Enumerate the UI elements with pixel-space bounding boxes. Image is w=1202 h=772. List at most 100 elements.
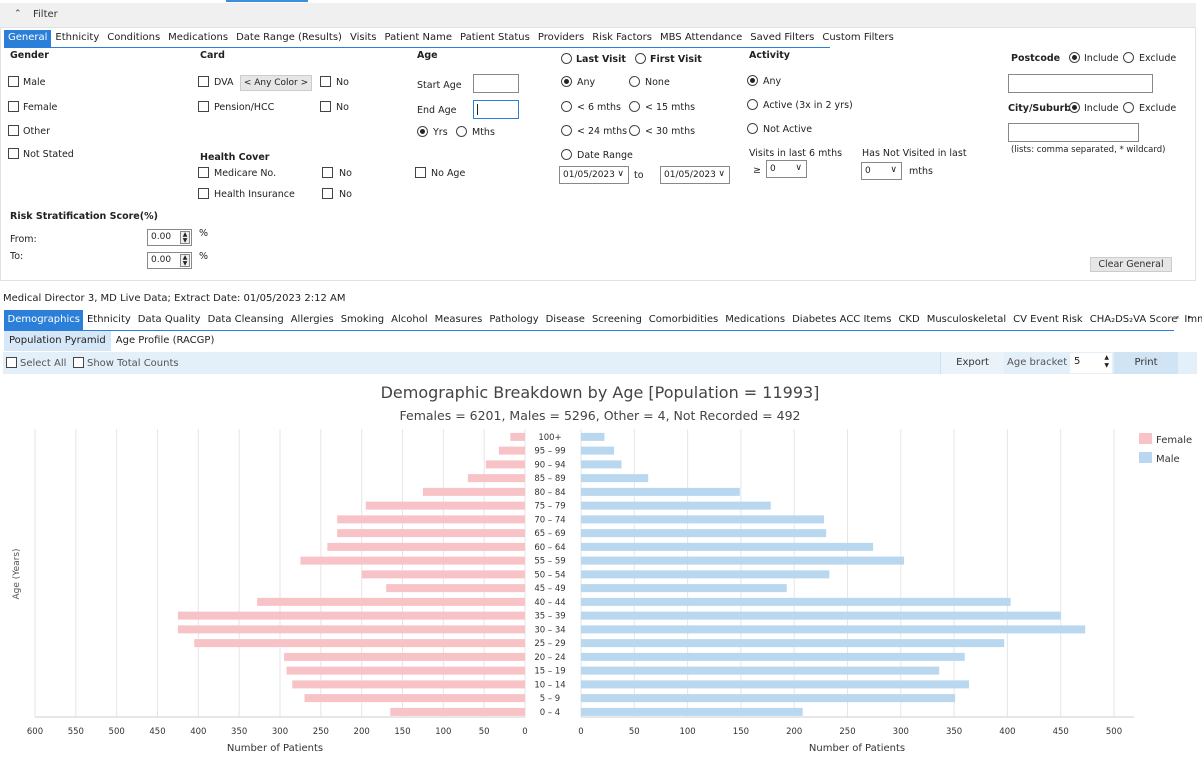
visit-any-radio[interactable] [561, 76, 572, 87]
bar-female[interactable] [194, 639, 525, 648]
report-tab-18[interactable]: CHA₂DS₂VA Score [1089, 314, 1178, 325]
sub-tab-population-pyramid[interactable]: Population Pyramid [4, 331, 111, 351]
report-tab-5[interactable]: Allergies [290, 314, 334, 325]
date-range-radio[interactable] [561, 149, 572, 160]
bar-female[interactable] [498, 446, 525, 455]
bar-female[interactable] [300, 556, 525, 565]
filter-tab-general[interactable]: General [4, 30, 52, 47]
postcode-input[interactable] [1008, 74, 1153, 93]
postcode-include-radio[interactable] [1069, 52, 1080, 63]
report-tab-1[interactable]: Demographics [4, 310, 84, 330]
spinner-arrows-icon[interactable]: ▲ ▼ [1104, 354, 1109, 369]
report-tab-6[interactable]: Smoking [340, 314, 385, 325]
city-include-radio[interactable] [1069, 102, 1080, 113]
bar-female[interactable] [337, 529, 525, 538]
medicare-checkbox[interactable] [198, 167, 209, 178]
activity-not-active-radio[interactable] [747, 123, 758, 134]
filter-tab-saved-filters[interactable]: Saved Filters [750, 32, 815, 43]
report-tab-19[interactable]: Immunis [1184, 314, 1202, 325]
visit-lt15-radio[interactable] [629, 101, 640, 112]
first-visit-radio[interactable] [635, 53, 646, 64]
bar-male[interactable] [581, 501, 771, 510]
postcode-exclude-radio[interactable] [1123, 52, 1134, 63]
report-tab-10[interactable]: Disease [545, 314, 585, 325]
bar-male[interactable] [581, 515, 825, 524]
scroll-right-icon[interactable]: ▸ [1188, 313, 1192, 321]
bar-female[interactable] [177, 625, 525, 634]
start-age-input[interactable] [473, 74, 519, 93]
visit-lt6-radio[interactable] [561, 101, 572, 112]
risk-from-spinner[interactable]: 0.00 ▲ ▼ [147, 229, 192, 246]
sub-tab-age-profile-racgp[interactable]: Age Profile (RACGP) [115, 335, 215, 346]
bar-female[interactable] [292, 680, 525, 689]
last-visit-radio[interactable] [561, 53, 572, 64]
no-age-checkbox[interactable] [415, 167, 426, 178]
bar-male[interactable] [581, 487, 740, 496]
bar-female[interactable] [390, 707, 525, 716]
filter-tab-ethnicity[interactable]: Ethnicity [55, 32, 100, 43]
bar-male[interactable] [581, 680, 970, 689]
report-tab-17[interactable]: CV Event Risk [1013, 314, 1083, 325]
gender-female-checkbox[interactable] [8, 101, 19, 112]
legend-swatch-male[interactable] [1139, 452, 1152, 463]
report-tab-12[interactable]: Comorbidities [648, 314, 719, 325]
gender-not-stated-checkbox[interactable] [8, 148, 19, 159]
bar-female[interactable] [467, 474, 525, 483]
city-exclude-radio[interactable] [1123, 102, 1134, 113]
bar-female[interactable] [422, 487, 525, 496]
pension-no-checkbox[interactable] [320, 101, 331, 112]
filter-tab-mbs-attendance[interactable]: MBS Attendance [659, 32, 743, 43]
bar-female[interactable] [361, 570, 525, 579]
chevron-up-icon[interactable]: ⌃ [14, 9, 22, 19]
gender-other-checkbox[interactable] [8, 125, 19, 136]
card-dva-no-checkbox[interactable] [320, 76, 331, 87]
filter-tab-date-range-results[interactable]: Date Range (Results) [236, 32, 342, 43]
filter-tab-patient-name[interactable]: Patient Name [384, 32, 452, 43]
bar-male[interactable] [581, 666, 940, 675]
from-date-select[interactable]: 01/05/2023 ∨ [559, 166, 629, 184]
visit-lt30-radio[interactable] [629, 125, 640, 136]
age-bracket-spinner[interactable]: 5 ▲ ▼ [1070, 353, 1112, 373]
filter-header[interactable]: ⌃ Filter [0, 3, 1196, 27]
visits-last6-select[interactable]: 0 ∨ [766, 160, 807, 178]
bar-male[interactable] [581, 432, 605, 441]
visit-none-radio[interactable] [629, 76, 640, 87]
age-yrs-radio[interactable] [417, 126, 428, 137]
insurance-no-checkbox[interactable] [322, 188, 333, 199]
to-date-select[interactable]: 01/05/2023 ∨ [660, 166, 730, 184]
report-tab-3[interactable]: Data Quality [137, 314, 201, 325]
legend-label-male[interactable]: Male [1156, 454, 1180, 465]
scroll-left-icon[interactable]: ◂ [1175, 313, 1179, 321]
filter-tab-patient-status[interactable]: Patient Status [459, 32, 530, 43]
filter-tab-custom-filters[interactable]: Custom Filters [822, 32, 894, 43]
bar-male[interactable] [581, 639, 1005, 648]
bar-female[interactable] [284, 652, 525, 661]
city-input[interactable] [1008, 123, 1139, 142]
filter-tab-visits[interactable]: Visits [349, 32, 377, 43]
bar-male[interactable] [581, 694, 956, 703]
report-tab-4[interactable]: Data Cleansing [207, 314, 284, 325]
bar-male[interactable] [581, 597, 1011, 606]
bar-male[interactable] [581, 556, 904, 565]
report-tab-13[interactable]: Medications [725, 314, 786, 325]
pension-checkbox[interactable] [198, 101, 209, 112]
spinner-arrows-icon[interactable]: ▲ ▼ [180, 231, 190, 244]
bar-female[interactable] [177, 611, 525, 620]
bar-female[interactable] [286, 666, 525, 675]
bar-male[interactable] [581, 542, 874, 551]
bar-male[interactable] [581, 625, 1086, 634]
bar-female[interactable] [485, 460, 525, 469]
bar-female[interactable] [365, 501, 525, 510]
bar-female[interactable] [510, 432, 525, 441]
clear-general-button[interactable]: Clear General [1090, 257, 1172, 272]
legend-label-female[interactable]: Female [1156, 435, 1192, 446]
age-mths-radio[interactable] [456, 126, 467, 137]
select-all-checkbox[interactable] [6, 357, 17, 368]
legend-swatch-female[interactable] [1139, 433, 1152, 444]
gender-male-checkbox[interactable] [8, 76, 19, 87]
bar-male[interactable] [581, 529, 827, 538]
report-tab-8[interactable]: Measures [434, 314, 483, 325]
risk-to-spinner[interactable]: 0.00 ▲ ▼ [147, 252, 192, 269]
report-tab-9[interactable]: Pathology [489, 314, 539, 325]
report-tab-2[interactable]: Ethnicity [86, 314, 131, 325]
